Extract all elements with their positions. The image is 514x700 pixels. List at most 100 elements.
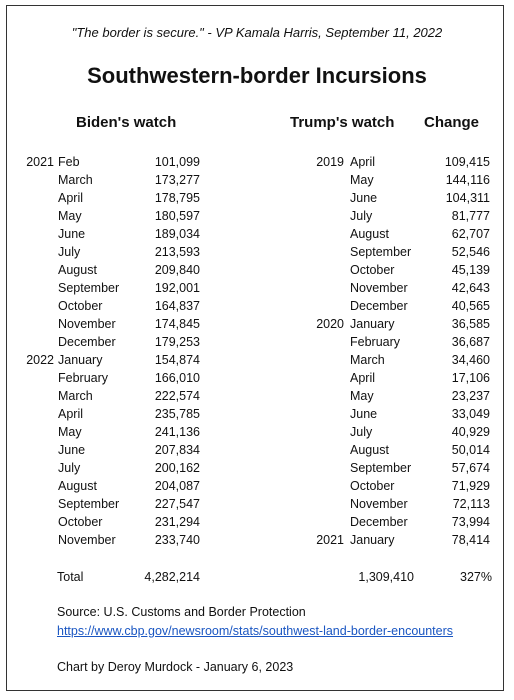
biden-row-month: October [58,299,103,313]
biden-row-month: September [58,281,120,295]
biden-row-value: 178,795 [154,191,200,205]
biden-row-value: 231,294 [154,515,200,529]
trump-row-value: 144,116 [445,173,490,187]
biden-row-value: 235,785 [154,407,200,421]
biden-row-year: 2022 [26,353,54,367]
page-title: Southwestern-border Incursions [87,63,427,88]
trump-row-month: November [350,497,408,511]
biden-row-month: November [58,317,116,331]
trump-row-month: December [350,299,408,313]
biden-row-value: 192,001 [154,281,200,295]
total-trump: 1,309,410 [358,570,414,584]
trump-row-month: January [350,317,395,331]
trump-row-month: December [350,515,408,529]
biden-header: Biden's watch [76,114,177,131]
biden-row-month: August [58,479,97,493]
source-link[interactable]: https://www.cbp.gov/newsroom/stats/south… [57,624,454,638]
change-header: Change [424,114,480,131]
trump-row-month: June [350,191,378,205]
biden-row-value: 164,837 [154,299,200,313]
biden-row-year: 2021 [26,155,54,169]
total-biden: 4,282,214 [144,570,200,584]
biden-row-value: 174,845 [154,317,200,331]
trump-row-month: November [350,281,408,295]
biden-row-value: 227,547 [154,497,200,511]
trump-row-month: May [350,389,374,403]
trump-row-value: 42,643 [451,281,490,295]
biden-row-value: 241,136 [154,425,200,439]
trump-row-month: August [350,227,389,241]
biden-row-month: December [58,335,116,349]
source-line: Source: U.S. Customs and Border Protecti… [57,605,306,619]
trump-row-month: March [350,353,385,367]
total-label: Total [57,570,84,584]
biden-row-value: 209,840 [154,263,200,277]
trump-row-value: 52,546 [451,245,490,259]
trump-row-value: 71,929 [451,479,490,493]
trump-row-value: 57,674 [451,461,490,475]
trump-row-month: April [350,155,376,169]
biden-row-month: October [58,515,103,529]
biden-row-month: February [58,371,109,385]
trump-row-value: 81,777 [451,209,490,223]
trump-row-month: July [350,425,373,439]
trump-row-value: 72,113 [452,497,490,511]
trump-row-value: 104,311 [445,191,490,205]
trump-row-month: October [350,263,395,277]
trump-row-month: September [350,461,412,475]
trump-row-value: 45,139 [451,263,490,277]
trump-row-value: 36,687 [451,335,490,349]
trump-row-month: September [350,245,412,259]
trump-row-value: 34,460 [451,353,490,367]
biden-row-month: June [58,443,86,457]
trump-header: Trump's watch [290,114,395,131]
document-frame [6,5,504,691]
biden-row-month: June [58,227,86,241]
trump-row-value: 40,565 [451,299,490,313]
credit-line: Chart by Deroy Murdock - January 6, 2023 [57,660,294,674]
trump-row-year: 2019 [316,155,344,169]
trump-row-year: 2021 [316,533,344,547]
trump-row-value: 40,929 [451,425,490,439]
trump-row-month: July [350,209,373,223]
biden-row-month: Feb [58,155,80,169]
trump-row-year: 2020 [316,317,344,331]
biden-row-month: July [58,461,81,475]
biden-row-value: 204,087 [154,479,200,493]
trump-row-value: 33,049 [451,407,490,421]
biden-row-value: 207,834 [154,443,200,457]
biden-row-month: May [58,425,82,439]
biden-row-month: August [58,263,97,277]
biden-row-month: April [58,191,84,205]
biden-row-month: November [58,533,116,547]
biden-row-value: 200,162 [154,461,200,475]
trump-row-month: June [350,407,378,421]
biden-row-value: 154,874 [154,353,200,367]
trump-row-value: 36,585 [451,317,490,331]
biden-row-value: 101,099 [154,155,200,169]
biden-row-value: 213,593 [154,245,200,259]
biden-row-month: March [58,389,93,403]
trump-row-value: 23,237 [451,389,490,403]
trump-row-value: 62,707 [451,227,490,241]
biden-row-value: 173,277 [154,173,200,187]
trump-row-value: 73,994 [451,515,490,529]
biden-row-value: 180,597 [154,209,200,223]
trump-row-month: October [350,479,395,493]
trump-row-value: 78,414 [451,533,490,547]
trump-row-month: August [350,443,389,457]
biden-row-month: July [58,245,81,259]
trump-row-value: 17,106 [451,371,490,385]
trump-row-month: February [350,335,401,349]
trump-row-value: 109,415 [444,155,490,169]
trump-row-month: May [350,173,374,187]
quote-line: "The border is secure." - VP Kamala Harr… [71,25,443,40]
biden-row-month: January [58,353,103,367]
biden-row-month: September [58,497,120,511]
biden-row-value: 179,253 [154,335,200,349]
biden-row-value: 233,740 [154,533,200,547]
biden-row-value: 189,034 [154,227,200,241]
biden-row-value: 166,010 [154,371,200,385]
biden-row-value: 222,574 [154,389,200,403]
total-change: 327% [460,570,492,584]
